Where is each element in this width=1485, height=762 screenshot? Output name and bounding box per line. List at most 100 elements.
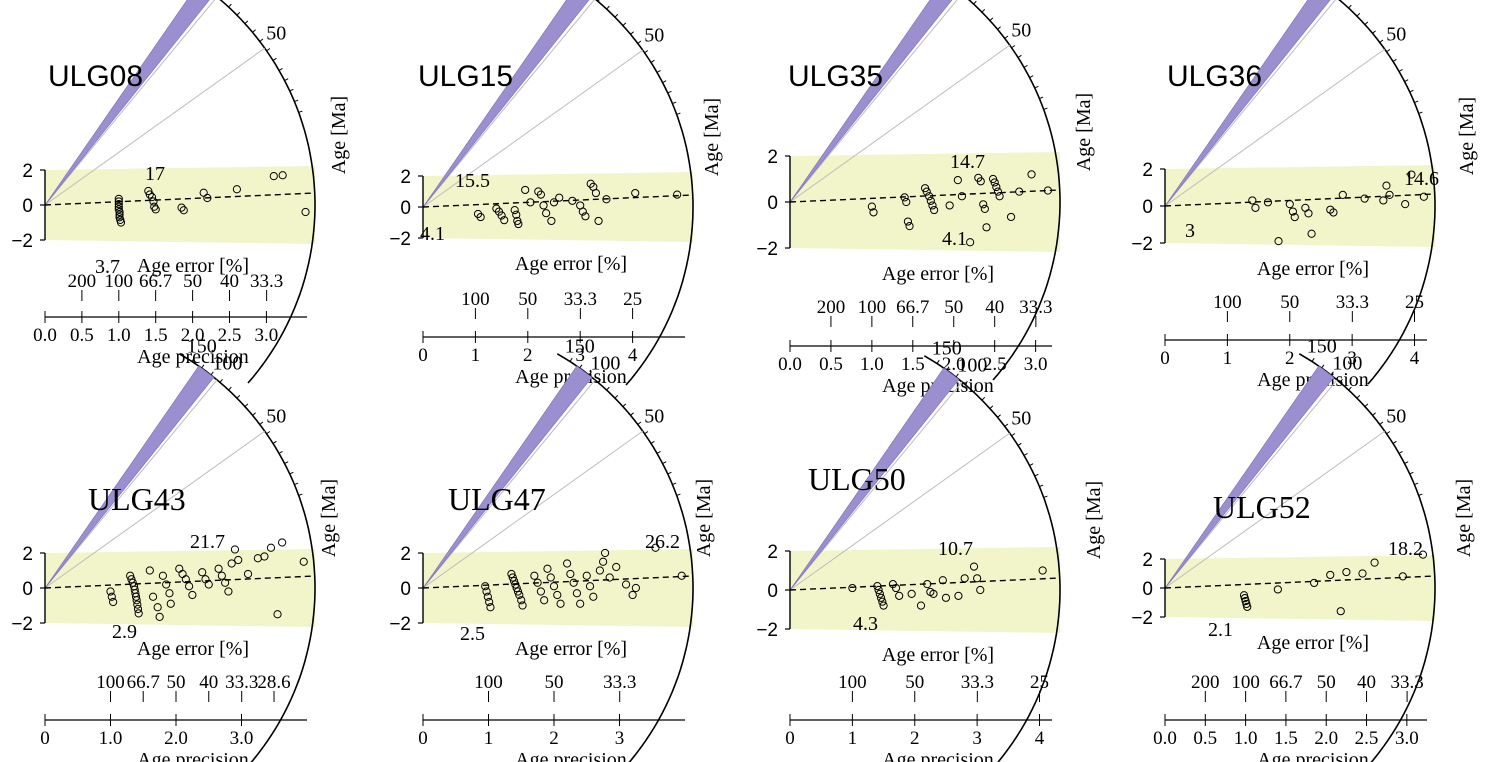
radial-tick-label: 100 [957, 355, 987, 377]
arc-tick [588, 371, 592, 376]
radial-tick-label: 100 [1332, 353, 1362, 375]
precision-tick-label: 0.5 [1193, 728, 1217, 749]
data-point [543, 564, 552, 573]
z-tick-label: 0 [767, 193, 778, 214]
arc-tick [252, 29, 256, 33]
arc-tick [644, 431, 649, 435]
z-tick-label: 2 [22, 161, 33, 182]
data-point [514, 219, 523, 229]
min-age-label: 4.1 [942, 228, 967, 250]
data-point [1360, 194, 1369, 203]
z-tick-label: 0 [400, 198, 411, 219]
age-wedge [44, 365, 215, 589]
precision-tick-label: 0.0 [33, 325, 57, 346]
radial-tick-label: 50 [1386, 405, 1406, 427]
arc-tick [667, 90, 672, 94]
arc-tick [1348, 4, 1352, 9]
arc-tick [1017, 54, 1022, 58]
precision-label: Age precision [137, 346, 249, 368]
data-point [148, 592, 158, 601]
error-tick-label: 100 [105, 271, 134, 292]
arc-tick [201, 364, 205, 369]
data-point [1290, 213, 1299, 222]
central-age-line [1164, 193, 1436, 207]
age-ray [1164, 0, 1336, 207]
data-point [214, 564, 223, 573]
panel-title: ULG47 [448, 481, 546, 517]
data-point [1251, 203, 1260, 212]
arc-tick [219, 378, 223, 383]
data-point [957, 192, 967, 201]
data-point [1285, 200, 1294, 209]
data-point [568, 196, 577, 205]
age-ray [422, 379, 596, 589]
error-tick-label: 50 [518, 289, 537, 310]
radial-age-arc [556, 353, 694, 762]
precision-tick-label: 1.0 [860, 354, 884, 375]
confidence-band [1165, 165, 1435, 247]
data-point [1027, 170, 1036, 179]
data-point [591, 188, 601, 198]
arc-tick [191, 357, 195, 362]
arc-tick [284, 78, 289, 82]
z-tick-label: 2 [1142, 160, 1153, 181]
data-point [1338, 190, 1347, 199]
panel-title: ULG43 [88, 481, 186, 517]
precision-tick-label: 1.0 [1234, 728, 1258, 749]
z-tick-label: −2 [756, 239, 778, 260]
data-point [1419, 192, 1428, 201]
x-axis-label: Age error [%] [882, 263, 994, 285]
data-point [954, 591, 963, 600]
data-point [945, 201, 954, 210]
precision-tick-label: 1 [848, 728, 858, 749]
error-tick-label: 66.7 [127, 672, 160, 693]
error-tick-label: 66.7 [139, 271, 172, 292]
precision-tick-label: 1.0 [99, 728, 123, 749]
data-point [549, 582, 559, 591]
z-tick-label: 0 [22, 579, 33, 600]
central-age-line [1164, 575, 1436, 589]
data-point [145, 190, 154, 199]
z-tick-label: −2 [756, 620, 778, 641]
error-tick-label: 100 [96, 672, 125, 693]
data-point [266, 543, 276, 552]
central-age-label: 14.6 [1404, 168, 1439, 190]
age-wedge [1164, 365, 1335, 589]
data-point [995, 192, 1004, 201]
arc-tick [1321, 364, 1325, 369]
data-point [576, 599, 585, 608]
data-point [301, 207, 310, 217]
x-axis-label: Age error [%] [1257, 632, 1369, 654]
z-tick-label: 2 [1142, 550, 1153, 571]
precision-tick-label: 3.0 [1024, 354, 1048, 375]
data-point [1243, 602, 1252, 611]
z-tick-label: 0 [22, 196, 33, 217]
data-point [1379, 196, 1388, 205]
arc-tick [259, 421, 264, 425]
data-point [1401, 200, 1410, 209]
arc-tick [266, 48, 271, 52]
precision-tick-label: 0.5 [70, 325, 94, 346]
data-point [875, 589, 884, 599]
error-tick-label: 200 [68, 271, 97, 292]
data-point [540, 596, 549, 605]
central-age-label: 18.2 [1388, 538, 1423, 560]
data-point [969, 562, 979, 571]
radial-tick-label: 50 [266, 405, 286, 427]
data-point [149, 197, 158, 206]
data-point [227, 559, 236, 568]
age-ray [44, 0, 216, 206]
arc-tick [997, 414, 1001, 418]
min-age-label: 3.7 [95, 256, 120, 278]
arc-tick [650, 59, 655, 63]
data-point [1336, 607, 1345, 616]
arc-tick [1392, 58, 1397, 62]
z-tick-label: 2 [400, 544, 411, 565]
data-point [518, 601, 527, 610]
z-tick-label: 0 [400, 579, 411, 600]
data-point [992, 182, 1001, 192]
precision-label: Age precision [1257, 749, 1369, 762]
data-point [500, 216, 509, 225]
data-point [1407, 170, 1416, 179]
min-age-label: 2.1 [1208, 619, 1233, 641]
